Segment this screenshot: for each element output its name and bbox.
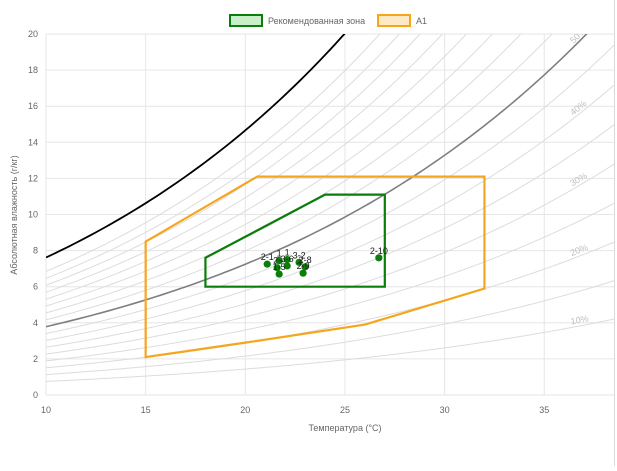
y-axis-title: Абсолютная влажность (г/кг) <box>9 155 19 274</box>
y-tick-label: 0 <box>33 390 38 400</box>
y-tick-label: 10 <box>28 210 38 220</box>
rh-curve <box>46 34 381 272</box>
x-tick-label: 10 <box>41 405 51 415</box>
data-points <box>263 254 383 278</box>
x-tick-label: 35 <box>539 405 549 415</box>
x-tick-label: 15 <box>141 405 151 415</box>
x-axis-title: Температура (°C) <box>308 423 381 433</box>
rh-curve <box>46 34 522 314</box>
rh-label: 50% <box>568 25 588 45</box>
y-tick-label: 4 <box>33 318 38 328</box>
y-tick-label: 14 <box>28 137 38 147</box>
data-point[interactable] <box>273 264 281 272</box>
rh-curve <box>46 84 614 341</box>
data-point-label: 2-1 <box>261 252 274 262</box>
data-point-labels: 2-1 1 12-3-23-6 2-81-5 2-92-10 <box>261 246 388 272</box>
legend-label-a1: A1 <box>416 16 427 26</box>
data-point-label: 1 <box>277 249 282 259</box>
frame-border <box>614 0 615 466</box>
y-tick-label: 6 <box>33 282 38 292</box>
data-point-label: 2-8 <box>299 255 312 265</box>
legend-swatch-a1[interactable] <box>377 14 411 27</box>
rh-curve <box>46 124 614 348</box>
rh-curve <box>46 34 553 321</box>
y-tick-label: 12 <box>28 173 38 183</box>
rh-curve-highlight <box>46 34 346 259</box>
axes: 10 15 20 25 30 35 0 2 4 6 8 10 12 14 16 18 20 <box>28 29 549 415</box>
rh-curve <box>46 34 468 300</box>
data-point-label: 2- <box>273 256 281 266</box>
y-tick-label: 20 <box>28 29 38 39</box>
y-tick-label: 2 <box>33 354 38 364</box>
x-tick-label: 20 <box>240 405 250 415</box>
data-point-label: 2-9 <box>297 261 310 271</box>
data-point-label: 2-10 <box>370 246 388 256</box>
data-point-label: 1-5 <box>273 262 286 272</box>
zone-outline <box>204 193 386 288</box>
data-point-label: 1 <box>285 248 290 258</box>
data-point-label: 3-2 <box>293 250 306 260</box>
rh-curve <box>46 34 421 286</box>
zones <box>144 175 486 359</box>
y-tick-label: 8 <box>33 246 38 256</box>
rh-curve <box>46 34 494 307</box>
data-point-label: 3-6 <box>281 254 294 264</box>
rh-curve <box>46 318 614 382</box>
data-point[interactable] <box>375 254 383 262</box>
data-point[interactable] <box>295 258 303 266</box>
rh-curve <box>46 44 614 335</box>
rh-curve <box>46 280 614 376</box>
data-point[interactable] <box>275 270 283 278</box>
y-tick-label: 16 <box>28 101 38 111</box>
data-point[interactable] <box>263 260 271 268</box>
x-tick-label: 30 <box>440 405 450 415</box>
rh-label: 20% <box>569 242 589 258</box>
rh-label: 10% <box>570 313 590 326</box>
legend-swatch-recommended[interactable] <box>229 14 263 27</box>
rh-curves: 10%20%30%40%50% <box>46 25 614 382</box>
rh-curve <box>46 163 614 355</box>
rh-curve <box>46 34 588 328</box>
y-tick-label: 18 <box>28 65 38 75</box>
x-tick-label: 25 <box>340 405 350 415</box>
data-point[interactable] <box>283 262 291 270</box>
data-point[interactable] <box>299 269 307 277</box>
data-point[interactable] <box>283 256 291 264</box>
rh-curve <box>46 241 614 369</box>
zone-outline <box>144 175 486 359</box>
rh-curve <box>46 34 443 293</box>
data-point[interactable] <box>301 263 309 271</box>
legend: Рекомендованная зона A1 <box>229 14 427 27</box>
legend-label-recommended: Рекомендованная зона <box>268 16 365 26</box>
rh-curve <box>46 202 614 362</box>
rh-curve-highlight <box>46 34 588 328</box>
rh-curve <box>46 34 400 279</box>
data-point[interactable] <box>275 256 283 265</box>
